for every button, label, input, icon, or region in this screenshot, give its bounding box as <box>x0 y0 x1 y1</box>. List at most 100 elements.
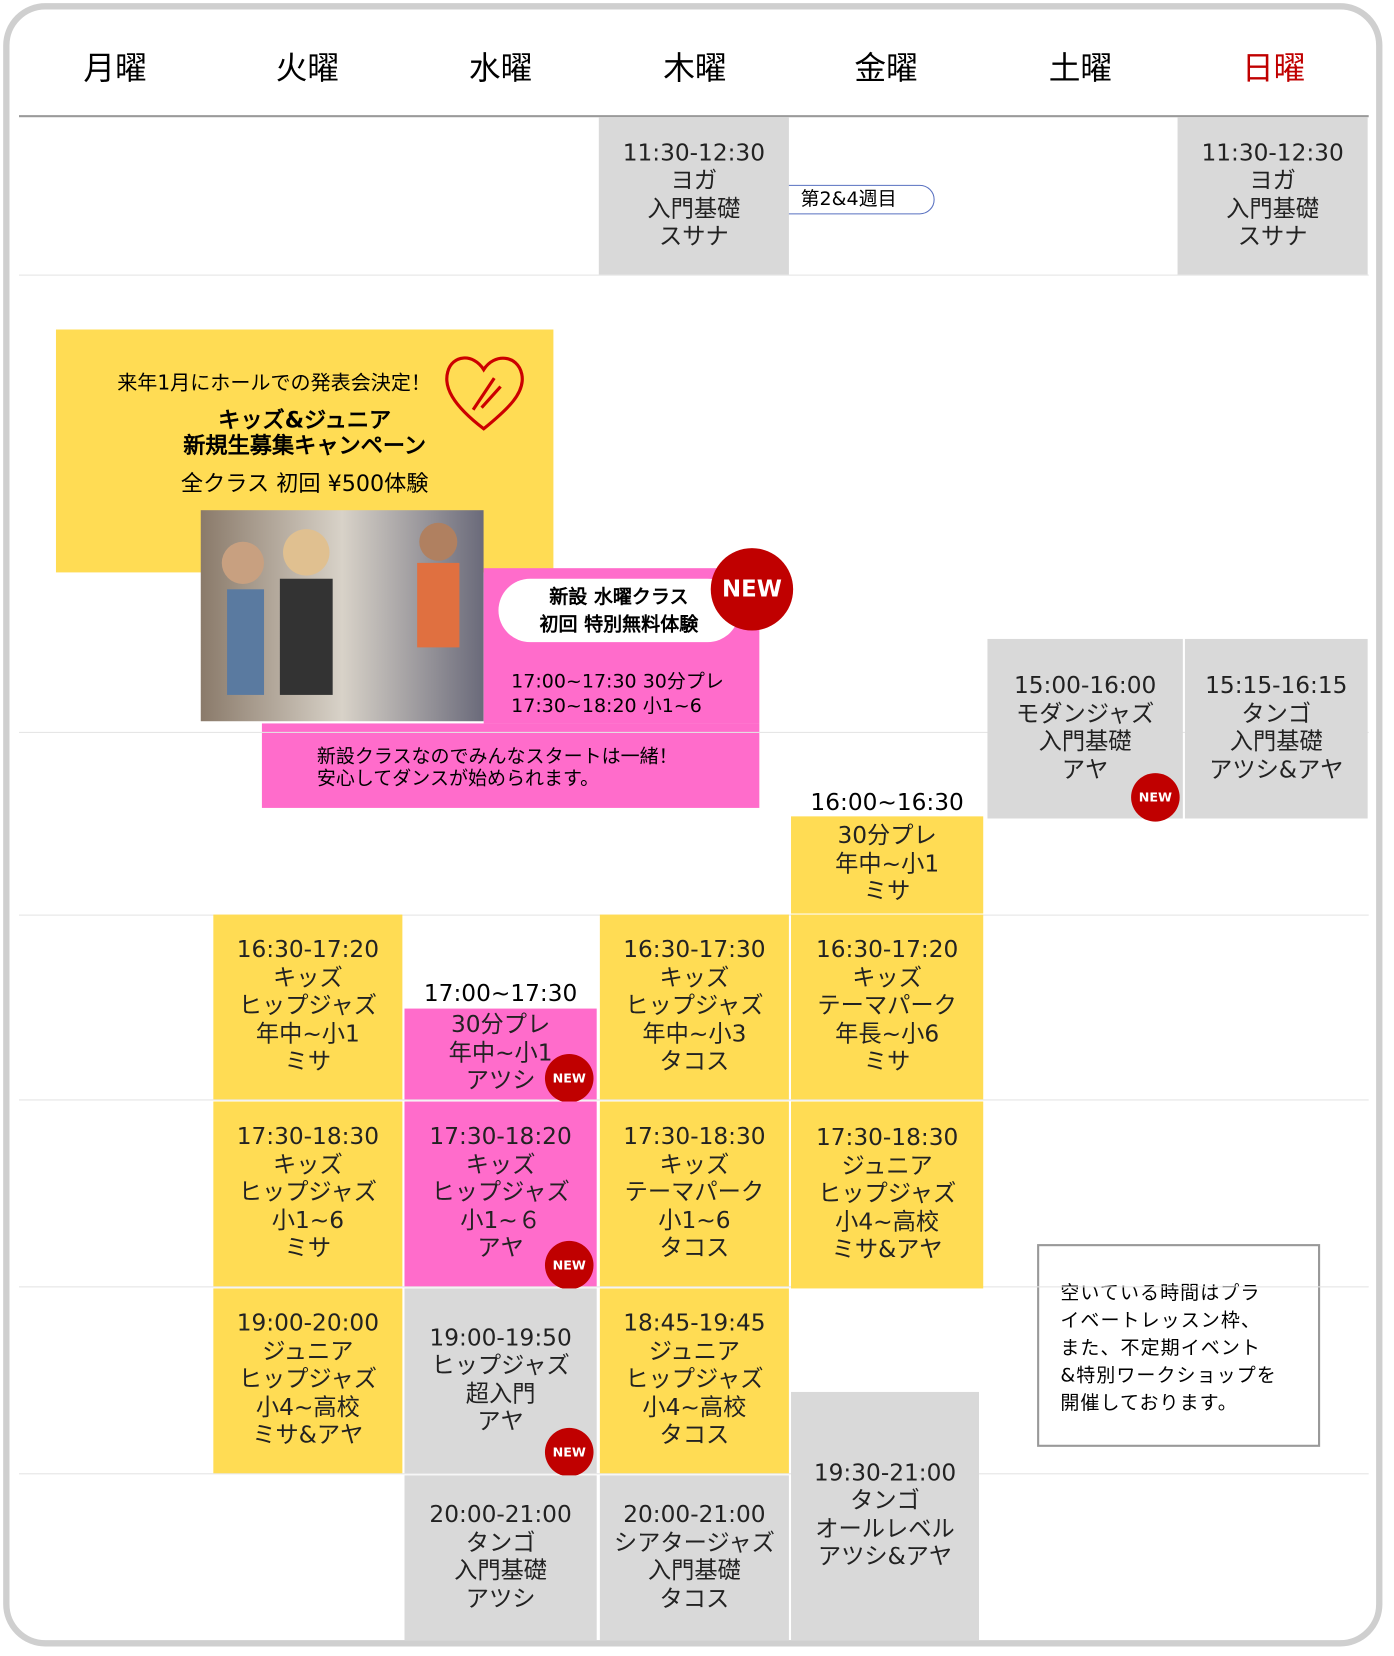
promo-title-line: 新規生募集キャンペーン <box>183 433 427 459</box>
new-badge: NEW <box>1134 776 1177 819</box>
class-block: 20:00-21:00 タンゴ 入門基礎 アツシ <box>404 1475 597 1641</box>
row-line <box>19 731 1369 733</box>
class-line: キッズ <box>272 965 343 992</box>
class-line: 19:30-21:00 <box>813 1460 957 1487</box>
class-line: 入門基礎 <box>1229 728 1323 756</box>
class-line: アツシ&アヤ <box>817 1544 953 1571</box>
class-line: 17:30-18:30 <box>815 1125 959 1152</box>
class-block: 17:30-18:30 キッズ ヒップジャズ 小1~6 ミサ <box>213 1101 403 1287</box>
class-block: 16:30-17:20 キッズ ヒップジャズ 年中~小1 ミサ <box>213 914 403 1100</box>
class-line: ヒップジャズ <box>431 1352 570 1380</box>
class-line: キッズ <box>852 965 922 992</box>
class-line: 17:30-18:30 <box>623 1123 766 1151</box>
row-line <box>19 1473 1369 1475</box>
class-line: ヒップジャズ <box>238 1366 377 1394</box>
class-block: 16:30-17:30 キッズ ヒップジャズ 年中~小3 タコス <box>599 914 789 1100</box>
day-header: 火曜 <box>275 50 340 88</box>
class-line: ミサ&アヤ <box>831 1236 943 1264</box>
class-line: スサナ <box>658 223 729 251</box>
class-line: キッズ <box>659 1151 730 1179</box>
new-badge: NEW <box>548 1244 591 1287</box>
class-line: ジュニア <box>648 1338 741 1366</box>
class-line: 年中~小3 <box>642 1020 747 1048</box>
class-line: 20:00-21:00 <box>623 1501 766 1529</box>
class-line: ヨガ <box>670 167 718 195</box>
class-line: 超入門 <box>465 1380 536 1408</box>
day-header: 水曜 <box>468 50 533 88</box>
class-line: キッズ <box>465 1151 536 1179</box>
class-line: タンゴ <box>850 1488 920 1515</box>
class-line: 小4~高校 <box>255 1394 360 1422</box>
class-line: ヒップジャズ <box>625 1366 764 1394</box>
class-line: 小4~高校 <box>835 1208 940 1236</box>
class-line: 20:00-21:00 <box>429 1501 572 1529</box>
new-badge: NEW <box>548 1431 591 1474</box>
class-line: ヨガ <box>1249 167 1296 195</box>
class-line: 入門基礎 <box>647 195 741 223</box>
class-line: シアタージャズ <box>613 1529 775 1557</box>
class-line: オールレベル <box>815 1516 955 1543</box>
new-class-box <box>261 723 760 808</box>
week-note: 第2&4週目 <box>762 184 935 215</box>
class-line: 11:30-12:30 <box>622 139 766 167</box>
note-line: 空いている時間はプラ <box>1060 1282 1261 1305</box>
class-line: アツシ <box>465 1585 536 1613</box>
pill-line: 初回 特別無料体験 <box>539 613 699 636</box>
class-line: 年中~小1 <box>835 850 940 878</box>
time-label: 17:00~17:30 <box>423 981 578 1008</box>
class-line: アヤ <box>1061 756 1109 784</box>
pill-line: 新設 水曜クラス <box>549 586 689 609</box>
heart-icon <box>445 356 524 431</box>
class-line: ジュニア <box>841 1152 933 1180</box>
class-line: ミサ&アヤ <box>252 1422 364 1450</box>
class-line: タンゴ <box>1241 700 1312 728</box>
class-block: 11:30-12:30 ヨガ 入門基礎 スサナ <box>598 117 789 275</box>
class-block: 16:30-17:20 キッズ テーマパーク 年長~小6 ミサ <box>791 914 984 1100</box>
class-line: ミサ <box>284 1235 332 1263</box>
class-line: アツシ&アヤ <box>1209 756 1344 784</box>
class-line: アヤ <box>477 1408 524 1436</box>
class-block: 15:15-16:15 タンゴ 入門基礎 アツシ&アヤ <box>1184 638 1368 819</box>
class-line: 17:30-18:30 <box>236 1123 380 1151</box>
class-block: 11:30-12:30 ヨガ 入門基礎 スサナ <box>1177 117 1368 275</box>
promo-title: キッズ&ジュニア 新規生募集キャンペーン <box>56 408 553 459</box>
class-line: 小1~6 <box>271 1207 344 1235</box>
time-label: 16:00~16:30 <box>810 789 964 817</box>
class-line: 30分プレ <box>450 1012 551 1039</box>
class-line: 入門基礎 <box>454 1557 548 1585</box>
class-line: 16:30-17:20 <box>236 937 380 964</box>
class-line: 入門基礎 <box>647 1557 741 1585</box>
class-line: キッズ <box>272 1151 343 1179</box>
class-line: モダンジャズ <box>1016 700 1155 728</box>
note-line: イベートレッスン枠、 <box>1060 1309 1261 1332</box>
class-line: テーマパーク <box>817 992 957 1020</box>
class-line: 17:30-18:20 <box>429 1123 572 1151</box>
class-line: 19:00-20:00 <box>236 1310 380 1338</box>
class-block: 20:00-21:00 シアタージャズ 入門基礎 タコス <box>599 1475 789 1641</box>
promo-title-line: キッズ&ジュニア <box>218 407 392 434</box>
class-line: 18:45-19:45 <box>623 1310 766 1338</box>
class-line: 16:30-17:20 <box>815 937 959 964</box>
note-line: &特別ワークショップを <box>1060 1364 1277 1387</box>
time-line: 17:00~17:30 30分プレ <box>511 670 724 693</box>
class-block: 17:30-18:30 ジュニア ヒップジャズ 小4~高校 ミサ&アヤ <box>791 1101 984 1289</box>
class-line: 16:30-17:30 <box>623 937 766 964</box>
day-header: 木曜 <box>663 50 727 88</box>
row-line <box>19 1099 1369 1101</box>
class-line: 年中~小1 <box>448 1039 553 1067</box>
class-line: 15:15-16:15 <box>1205 672 1348 700</box>
day-header: 土曜 <box>1048 50 1113 88</box>
message-line: 安心してダンスが始められます。 <box>316 767 600 790</box>
class-line: ミサ <box>863 878 911 906</box>
class-line: 年長~小6 <box>835 1020 940 1048</box>
note-line: また、不定期イベント <box>1060 1337 1261 1360</box>
class-line: 小4~高校 <box>642 1394 747 1422</box>
class-line: ヒップジャズ <box>431 1179 570 1207</box>
class-line: スサナ <box>1237 223 1308 251</box>
class-line: ヒップジャズ <box>817 1180 957 1208</box>
class-line: 小1~6 <box>658 1207 731 1235</box>
frame <box>3 3 1383 1647</box>
class-line: テーマパーク <box>624 1179 765 1207</box>
day-header: 日曜 <box>1241 50 1306 88</box>
